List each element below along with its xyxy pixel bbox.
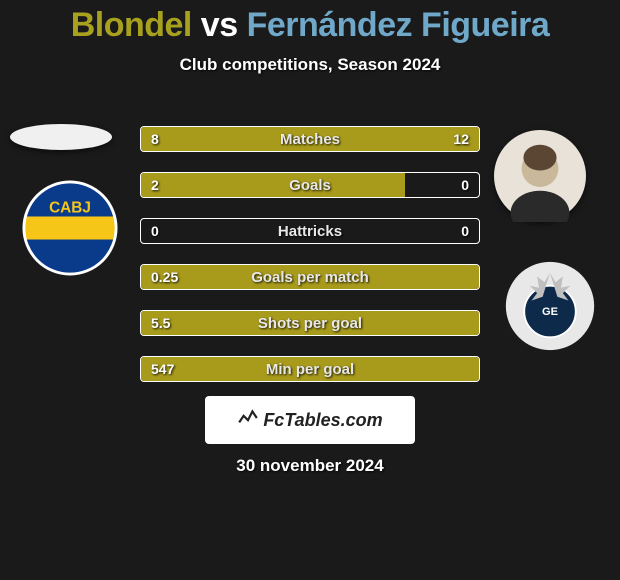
stat-value-left: 2 [151, 173, 159, 197]
stat-bar-row: 20Goals [140, 172, 480, 198]
comparison-title: Blondel vs Fernández Figueira [0, 0, 620, 45]
stat-value-left: 547 [151, 357, 174, 381]
stat-bar-left-fill [141, 311, 479, 335]
footer-logo-box: FcTables.com [205, 396, 415, 444]
stat-bar-left-fill [141, 265, 479, 289]
date-label: 30 november 2024 [0, 456, 620, 476]
svg-text:CABJ: CABJ [49, 200, 91, 217]
stat-bar-right-fill [276, 127, 479, 151]
stat-label: Hattricks [141, 219, 479, 243]
player-left-name: Blondel [71, 6, 192, 44]
stat-bar-row: 547Min per goal [140, 356, 480, 382]
stat-value-left: 8 [151, 127, 159, 151]
stat-value-right: 0 [461, 219, 469, 243]
vs-separator: vs [192, 6, 247, 44]
stat-value-left: 0 [151, 219, 159, 243]
footer-label: FcTables.com [263, 410, 382, 431]
stat-bar-row: 812Matches [140, 126, 480, 152]
stat-value-right: 12 [453, 127, 469, 151]
club-left-crest: CABJ [22, 180, 118, 276]
stat-value-left: 5.5 [151, 311, 170, 335]
stat-bar-row: 0.25Goals per match [140, 264, 480, 290]
player-right-avatar [494, 130, 586, 222]
club-right-crest: GE [504, 260, 596, 352]
player-right-name: Fernández Figueira [247, 6, 550, 44]
stat-bar-left-fill [141, 357, 479, 381]
stat-bar-row: 5.5Shots per goal [140, 310, 480, 336]
stat-bar-row: 0 0Hattricks [140, 218, 480, 244]
stat-bars-container: 812Matches20Goals00Hattricks0.25Goals pe… [140, 126, 480, 402]
svg-text:GE: GE [542, 306, 558, 318]
player-left-avatar [10, 124, 112, 150]
stat-value-left: 0.25 [151, 265, 178, 289]
fctables-icon [237, 407, 259, 434]
stat-bar-left-fill [141, 127, 276, 151]
subtitle: Club competitions, Season 2024 [0, 55, 620, 75]
stat-bar-left-fill [141, 173, 405, 197]
stat-value-right: 0 [461, 173, 469, 197]
